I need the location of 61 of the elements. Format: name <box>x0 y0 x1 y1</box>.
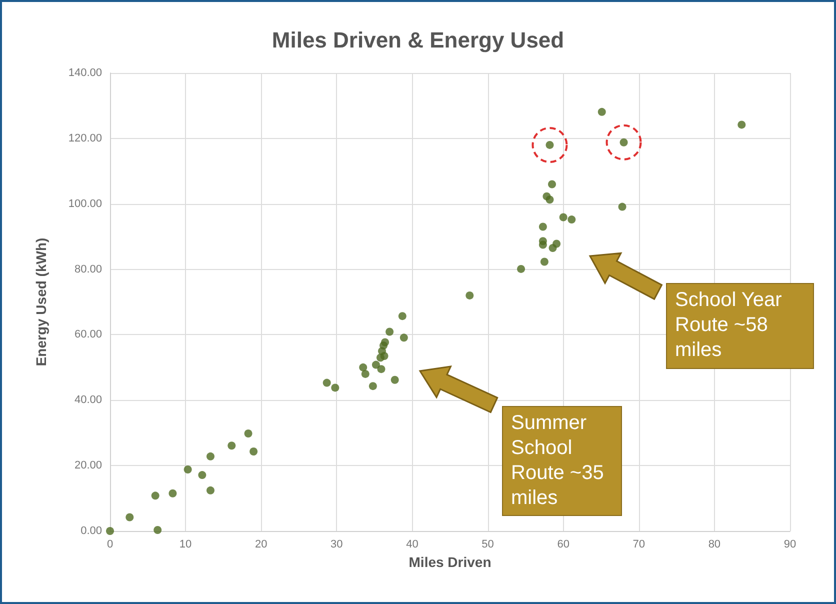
point <box>540 258 548 266</box>
point <box>538 222 547 231</box>
y-tick-label: 120.00 <box>68 132 102 144</box>
point <box>546 196 554 204</box>
x-tick-label: 0 <box>106 538 114 550</box>
point <box>517 264 526 273</box>
point <box>184 466 192 474</box>
point <box>559 213 568 222</box>
point <box>331 384 340 392</box>
point <box>359 363 368 372</box>
point <box>538 240 547 249</box>
point <box>466 291 474 300</box>
x-tick-label: 40 <box>406 538 418 550</box>
x-tick-label: 20 <box>254 538 268 550</box>
x-tick-label: 60 <box>557 538 570 550</box>
x-tick-label: 10 <box>179 538 192 550</box>
y-tick-label: 0.00 <box>80 525 102 537</box>
x-tick-label: 70 <box>632 538 646 550</box>
point <box>548 180 556 188</box>
annotation: Summer School Route ~35 miles <box>502 406 622 516</box>
point <box>198 471 206 480</box>
point <box>377 365 386 374</box>
y-tick-label: 60.00 <box>74 328 102 341</box>
point <box>151 492 160 500</box>
x-tick-label: 80 <box>708 538 721 550</box>
point <box>400 334 408 342</box>
point <box>386 328 394 336</box>
point <box>206 486 214 494</box>
point <box>368 382 377 390</box>
y-axis-title: Energy Used (kWh) <box>33 238 49 366</box>
y-tick-label: 20.00 <box>74 460 102 472</box>
point <box>568 216 576 224</box>
y-tick-label: 40.00 <box>74 394 102 406</box>
point <box>228 442 236 450</box>
point <box>618 202 626 211</box>
x-tick-label: 90 <box>784 538 796 550</box>
chart-title: Miles Driven & Energy Used <box>272 28 564 52</box>
point <box>372 360 380 369</box>
annotation: School Year Route ~58 miles <box>666 283 814 369</box>
y-tick-label: 100.00 <box>68 198 102 210</box>
x-tick-label: 30 <box>330 538 343 550</box>
point <box>398 312 406 320</box>
point <box>552 240 561 248</box>
x-axis-title: Miles Driven <box>408 554 492 570</box>
point <box>390 376 399 384</box>
x-tick-label: 50 <box>482 538 494 550</box>
point <box>322 378 331 387</box>
point <box>361 370 370 378</box>
y-tick-label: 80.00 <box>74 263 102 276</box>
point <box>168 489 177 498</box>
point <box>380 352 388 360</box>
point <box>250 448 258 456</box>
point <box>244 430 252 438</box>
point <box>381 338 390 346</box>
y-tick-label: 140.00 <box>68 67 102 79</box>
point <box>206 452 214 460</box>
point <box>126 513 134 522</box>
point <box>738 120 746 129</box>
point <box>598 108 606 116</box>
point <box>154 526 162 534</box>
point <box>106 527 114 535</box>
